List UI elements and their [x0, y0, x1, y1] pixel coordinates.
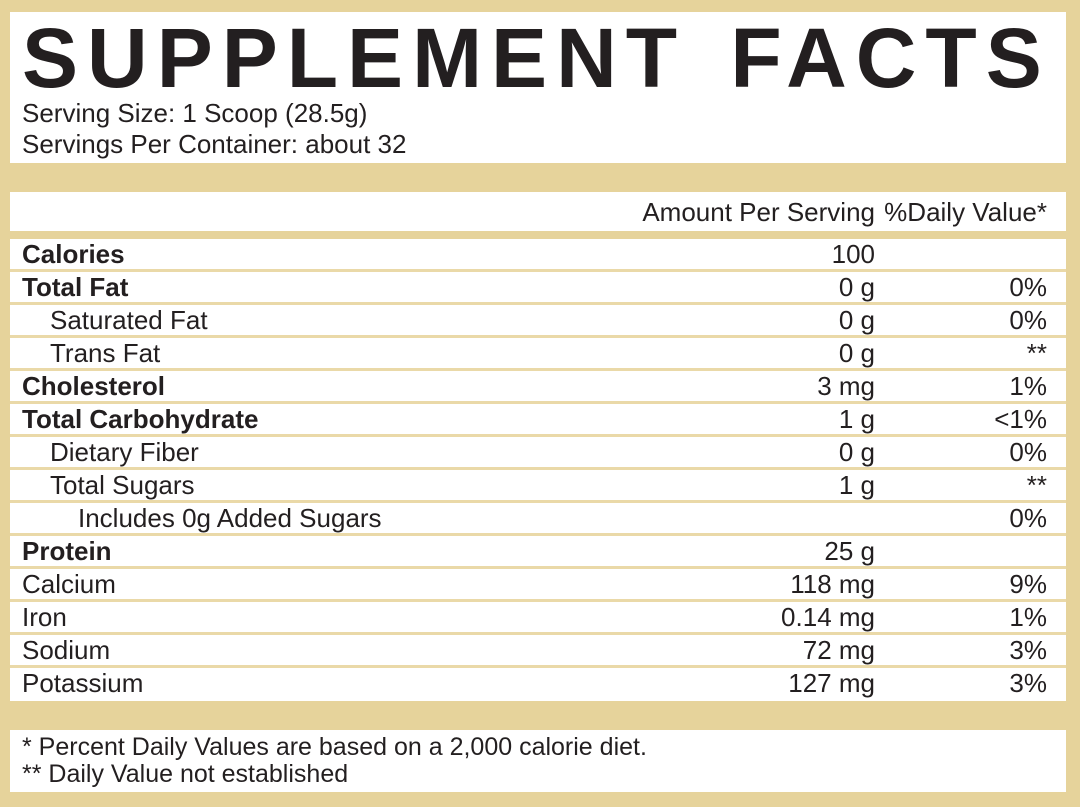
daily-value: 0%	[1009, 272, 1047, 302]
amount-value: 0 g	[838, 305, 875, 335]
nutrient-row: Includes 0g Added Sugars 0%	[10, 503, 1066, 536]
label-title: SUPPLEMENT FACTS	[22, 12, 1051, 105]
amount-value: 100	[831, 239, 875, 269]
nutrient-row: Protein 25 g	[10, 536, 1066, 569]
daily-value: 1%	[1009, 602, 1047, 632]
daily-value: 0%	[1009, 503, 1047, 533]
nutrient-name: Total Sugars	[50, 470, 195, 500]
daily-value	[875, 239, 1047, 269]
nutrient-name: Protein	[22, 536, 112, 566]
daily-value: 9%	[1009, 569, 1047, 599]
amount-value: 25 g	[824, 536, 875, 566]
nutrient-row: Saturated Fat 0 g 0%	[10, 305, 1066, 338]
nutrition-table: Amount Per Serving %Daily Value* Calorie…	[10, 192, 1066, 701]
nutrient-name: Total Carbohydrate	[22, 404, 259, 434]
nutrient-row: Total Sugars 1 g **	[10, 470, 1066, 503]
nutrient-name: Saturated Fat	[50, 305, 208, 335]
nutrient-name: Includes 0g Added Sugars	[78, 503, 382, 533]
daily-value: **	[1026, 470, 1047, 500]
footnotes-section: * Percent Daily Values are based on a 2,…	[10, 730, 1066, 792]
nutrient-name: Iron	[22, 602, 67, 632]
daily-value: 3%	[1009, 635, 1047, 665]
nutrient-row: Cholesterol 3 mg 1%	[10, 371, 1066, 404]
daily-value: 3%	[1009, 668, 1047, 698]
amount-value: 1 g	[838, 470, 875, 500]
table-header-row: Amount Per Serving %Daily Value*	[10, 192, 1066, 239]
amount-value	[615, 503, 875, 533]
nutrient-name: Cholesterol	[22, 371, 166, 401]
nutrient-name: Sodium	[22, 635, 111, 665]
footnote-not-established: ** Daily Value not established	[22, 760, 349, 788]
amount-value: 3 mg	[817, 371, 875, 401]
nutrient-row: Calories 100	[10, 239, 1066, 272]
nutrient-row: Trans Fat 0 g **	[10, 338, 1066, 371]
nutrient-name: Trans Fat	[50, 338, 161, 368]
amount-value: 0 g	[838, 437, 875, 467]
amount-value: 127 mg	[788, 668, 875, 698]
nutrient-name: Dietary Fiber	[50, 437, 199, 467]
footnote-daily-values: * Percent Daily Values are based on a 2,…	[22, 733, 647, 761]
daily-value: 0%	[1009, 437, 1047, 467]
daily-value: **	[1026, 338, 1047, 368]
nutrient-row: Calcium 118 mg 9%	[10, 569, 1066, 602]
nutrient-name: Calories	[22, 239, 125, 269]
nutrient-name: Potassium	[22, 668, 144, 698]
nutrient-row: Potassium 127 mg 3%	[10, 668, 1066, 701]
daily-value-column-header: %Daily Value*	[884, 197, 1047, 227]
nutrient-row: Iron 0.14 mg 1%	[10, 602, 1066, 635]
nutrient-row: Total Carbohydrate 1 g <1%	[10, 404, 1066, 437]
nutrient-row: Sodium 72 mg 3%	[10, 635, 1066, 668]
nutrient-rows: Calories 100 Total Fat 0 g 0% Saturated Fat 0 …	[10, 239, 1066, 701]
amount-value: 0 g	[838, 338, 875, 368]
amount-value: 0.14 mg	[781, 602, 875, 632]
serving-size: Serving Size: 1 Scoop (28.5g)	[22, 98, 368, 128]
label-content: SUPPLEMENT FACTS Serving Size: 1 Scoop (…	[10, 12, 1066, 792]
daily-value	[875, 536, 1047, 566]
nutrient-name: Total Fat	[22, 272, 129, 302]
daily-value: 1%	[1009, 371, 1047, 401]
amount-value: 72 mg	[802, 635, 875, 665]
amount-value: 118 mg	[790, 569, 875, 599]
nutrient-row: Dietary Fiber 0 g 0%	[10, 437, 1066, 470]
amount-value: 0 g	[838, 272, 875, 302]
daily-value: 0%	[1009, 305, 1047, 335]
servings-per-container: Servings Per Container: about 32	[22, 129, 407, 159]
amount-value: 1 g	[838, 404, 875, 434]
nutrient-name: Calcium	[22, 569, 116, 599]
daily-value: <1%	[994, 404, 1047, 434]
label-header-section: SUPPLEMENT FACTS Serving Size: 1 Scoop (…	[10, 12, 1066, 163]
amount-column-header: Amount Per Serving	[642, 197, 875, 227]
nutrient-row: Total Fat 0 g 0%	[10, 272, 1066, 305]
nutrient-column-header	[22, 192, 615, 231]
